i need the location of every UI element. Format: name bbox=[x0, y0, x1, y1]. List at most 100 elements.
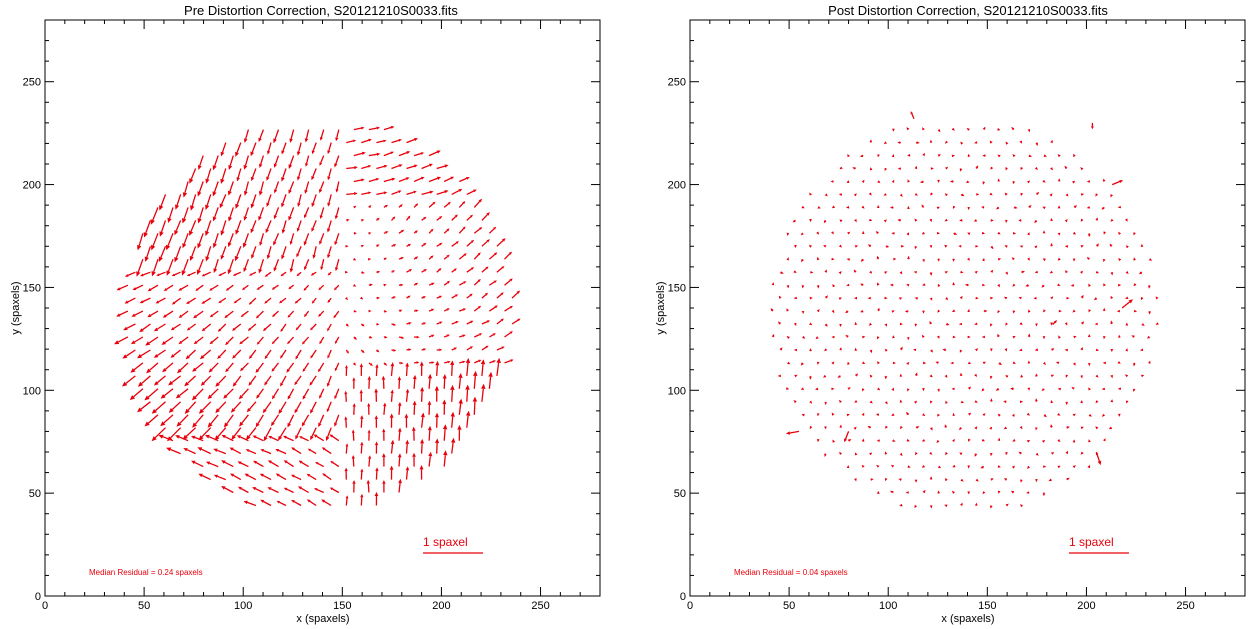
displacement-vector bbox=[884, 401, 888, 405]
displacement-vector bbox=[413, 256, 419, 260]
displacement-vector bbox=[1125, 400, 1129, 404]
displacement-vector bbox=[1057, 205, 1061, 209]
displacement-vector bbox=[382, 428, 386, 441]
displacement-vector bbox=[1101, 413, 1105, 417]
displacement-vector bbox=[1125, 218, 1128, 222]
displacement-vector bbox=[223, 414, 234, 428]
displacement-vector bbox=[869, 218, 873, 222]
displacement-vector bbox=[248, 297, 257, 305]
displacement-vector bbox=[406, 295, 411, 299]
displacement-vector bbox=[801, 284, 805, 289]
displacement-vector bbox=[942, 348, 947, 352]
displacement-vector bbox=[891, 310, 895, 313]
displacement-vector bbox=[974, 502, 978, 506]
displacement-vector bbox=[1020, 374, 1024, 378]
displacement-vector bbox=[1073, 153, 1076, 157]
displacement-vector bbox=[273, 207, 280, 220]
displacement-vector bbox=[310, 401, 317, 414]
displacement-vector bbox=[816, 285, 820, 289]
displacement-vector bbox=[192, 362, 204, 372]
displacement-vector bbox=[144, 246, 152, 262]
displacement-vector bbox=[374, 491, 379, 506]
displacement-vector bbox=[166, 258, 174, 276]
outlier-vector bbox=[785, 430, 800, 435]
displacement-vector bbox=[899, 322, 903, 326]
displacement-vector bbox=[287, 310, 295, 318]
displacement-vector bbox=[451, 321, 459, 325]
displacement-vector bbox=[398, 309, 403, 313]
displacement-vector bbox=[458, 373, 463, 389]
displacement-vector bbox=[360, 323, 365, 327]
displacement-vector bbox=[381, 375, 386, 389]
displacement-vector bbox=[951, 309, 956, 312]
displacement-vector bbox=[862, 388, 865, 392]
displacement-vector bbox=[429, 361, 435, 364]
displacement-vector bbox=[997, 465, 1001, 468]
displacement-vector bbox=[193, 336, 204, 345]
displacement-vector bbox=[1080, 218, 1084, 222]
displacement-vector bbox=[205, 220, 212, 237]
displacement-vector bbox=[1057, 154, 1061, 158]
displacement-vector bbox=[997, 178, 1001, 182]
displacement-vector bbox=[327, 220, 332, 233]
displacement-vector bbox=[145, 336, 159, 346]
displacement-vector bbox=[281, 194, 287, 208]
displacement-vector bbox=[1034, 270, 1038, 274]
displacement-vector bbox=[197, 233, 204, 249]
displacement-vector bbox=[1050, 374, 1055, 378]
displacement-vector bbox=[237, 461, 249, 468]
displacement-vector bbox=[968, 438, 971, 442]
displacement-vector bbox=[504, 251, 512, 260]
displacement-vector bbox=[273, 258, 280, 272]
displacement-vector bbox=[281, 142, 287, 155]
displacement-vector bbox=[831, 309, 835, 314]
displacement-vector bbox=[262, 401, 272, 414]
displacement-vector bbox=[816, 231, 820, 235]
displacement-vector bbox=[944, 424, 948, 428]
displacement-vector bbox=[998, 362, 1002, 365]
displacement-vector bbox=[352, 284, 357, 287]
displacement-vector bbox=[1004, 348, 1008, 352]
displacement-vector bbox=[220, 142, 227, 157]
displacement-vector bbox=[800, 362, 804, 366]
displacement-vector bbox=[959, 349, 963, 353]
displacement-vector bbox=[312, 246, 317, 259]
displacement-vector bbox=[1072, 465, 1076, 469]
displacement-vector bbox=[360, 441, 364, 454]
displacement-vector bbox=[869, 270, 873, 274]
displacement-vector bbox=[1027, 180, 1031, 184]
displacement-vector bbox=[414, 361, 420, 364]
displacement-vector bbox=[1140, 243, 1144, 247]
displacement-vector bbox=[310, 271, 317, 276]
displacement-vector bbox=[196, 258, 204, 275]
displacement-vector bbox=[283, 487, 294, 494]
displacement-vector bbox=[414, 335, 420, 339]
displacement-vector bbox=[151, 233, 159, 251]
displacement-vector bbox=[220, 246, 227, 260]
displacement-vector bbox=[256, 284, 264, 290]
displacement-vector bbox=[258, 207, 265, 221]
displacement-vector bbox=[832, 284, 836, 288]
displacement-vector bbox=[891, 179, 895, 183]
displacement-vector bbox=[330, 460, 340, 468]
displacement-vector bbox=[143, 220, 152, 238]
displacement-vector bbox=[907, 153, 911, 157]
displacement-vector bbox=[161, 336, 174, 345]
displacement-vector bbox=[318, 310, 325, 317]
displacement-vector bbox=[1035, 479, 1038, 483]
displacement-vector bbox=[922, 152, 925, 157]
displacement-vector bbox=[496, 346, 505, 351]
displacement-vector bbox=[778, 295, 782, 299]
displacement-vector bbox=[952, 258, 955, 262]
displacement-vector bbox=[929, 374, 933, 378]
displacement-vector bbox=[945, 166, 949, 170]
displacement-vector bbox=[459, 308, 467, 312]
displacement-vector bbox=[975, 478, 979, 482]
displacement-vector bbox=[443, 228, 450, 234]
displacement-vector bbox=[413, 203, 419, 208]
displacement-vector bbox=[250, 220, 257, 234]
displacement-vector bbox=[877, 361, 880, 365]
displacement-vector bbox=[334, 388, 340, 400]
displacement-vector bbox=[360, 296, 364, 300]
displacement-vector bbox=[151, 401, 166, 414]
